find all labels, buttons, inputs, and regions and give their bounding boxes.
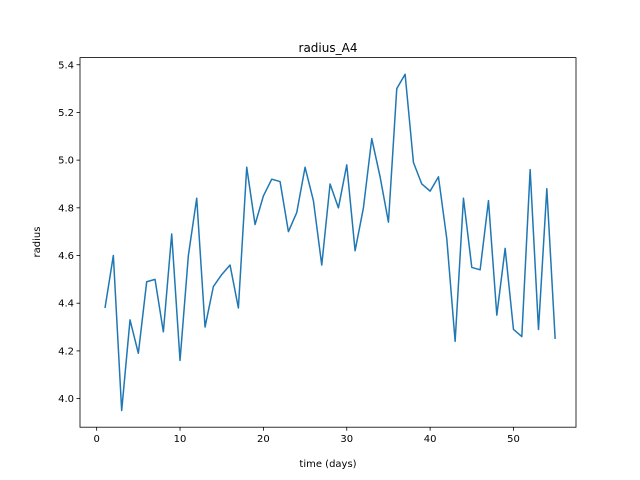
y-axis-label: radius <box>32 227 43 258</box>
y-axis-ticks: 4.0 4.2 4.4 4.6 4.8 5.0 5.2 5.4 <box>58 60 80 405</box>
chart-title: radius_A4 <box>299 41 358 55</box>
plot-frame <box>79 57 577 428</box>
y-tick-label: 4.2 <box>58 346 74 357</box>
x-axis-ticks: 0 10 20 30 40 50 <box>93 427 520 445</box>
y-tick-label: 5.2 <box>58 108 74 119</box>
x-tick-label: 40 <box>424 434 437 445</box>
y-tick-label: 4.4 <box>58 299 74 310</box>
plot-area <box>104 73 556 412</box>
x-tick-label: 0 <box>93 434 99 445</box>
y-tick-label: 4.6 <box>58 251 74 262</box>
x-tick-label: 10 <box>174 434 187 445</box>
x-tick-label: 50 <box>507 434 520 445</box>
y-tick-label: 4.0 <box>58 394 74 405</box>
x-tick-label: 20 <box>257 434 270 445</box>
y-tick-label: 4.8 <box>58 203 74 214</box>
y-tick-label: 5.0 <box>58 156 74 167</box>
y-tick-label: 5.4 <box>58 60 74 71</box>
series-line <box>104 73 556 412</box>
x-tick-label: 30 <box>340 434 353 445</box>
x-axis-label: time (days) <box>299 459 356 470</box>
